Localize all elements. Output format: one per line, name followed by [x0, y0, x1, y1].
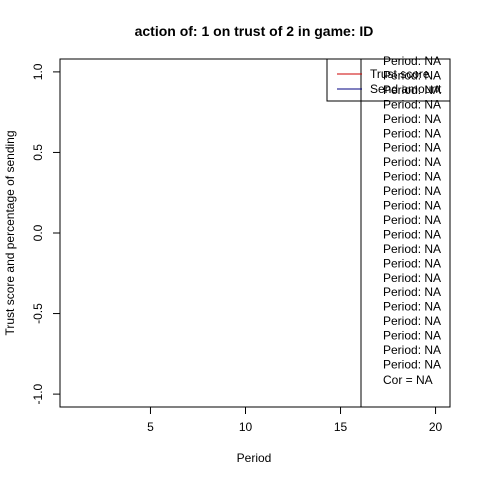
x-tick-label: 20	[429, 420, 443, 434]
period-line: Period: NA	[383, 242, 441, 256]
period-line: Period: NA	[383, 329, 441, 343]
period-line: Period: NA	[383, 357, 441, 371]
period-line: Period: NA	[383, 213, 441, 227]
x-tick-label: 10	[239, 420, 253, 434]
correlation-text: Cor = NA	[383, 373, 433, 387]
period-line: Period: NA	[383, 54, 441, 68]
period-line: Period: NA	[383, 141, 441, 155]
period-line: Period: NA	[383, 184, 441, 198]
x-axis-label: Period	[237, 451, 272, 465]
y-tick-label: -1.0	[31, 383, 45, 404]
period-line: Period: NA	[383, 256, 441, 270]
y-tick-label: 0.5	[31, 144, 45, 161]
y-tick-label: 0.0	[31, 224, 45, 241]
period-line: Period: NA	[383, 271, 441, 285]
period-line: Period: NA	[383, 300, 441, 314]
period-line: Period: NA	[383, 199, 441, 213]
period-line: Period: NA	[383, 68, 441, 82]
period-line: Period: NA	[383, 314, 441, 328]
period-line: Period: NA	[383, 227, 441, 241]
x-tick-label: 15	[334, 420, 348, 434]
x-axis: 5 10 15 20	[147, 407, 443, 434]
period-line: Period: NA	[383, 112, 441, 126]
legend-box	[326, 58, 451, 102]
x-tick-label: 5	[147, 420, 154, 434]
period-line: Period: NA	[383, 97, 441, 111]
legend-label-0: Trust score	[370, 67, 430, 81]
y-axis: -1.0 -0.5 0.0 0.5 1.0	[31, 63, 60, 404]
period-line: Period: NA	[383, 285, 441, 299]
y-tick-label: 1.0	[31, 63, 45, 80]
legend-label-1: Send amount	[370, 82, 442, 96]
y-axis-label: Trust score and percentage of sending	[3, 130, 17, 335]
chart-title: action of: 1 on trust of 2 in game: ID	[135, 23, 374, 39]
y-tick-label: -0.5	[31, 303, 45, 324]
period-line: Period: NA	[383, 170, 441, 184]
period-line: Period: NA	[383, 83, 441, 97]
period-line: Period: NA	[383, 343, 441, 357]
period-line: Period: NA	[383, 126, 441, 140]
period-line: Period: NA	[383, 155, 441, 169]
